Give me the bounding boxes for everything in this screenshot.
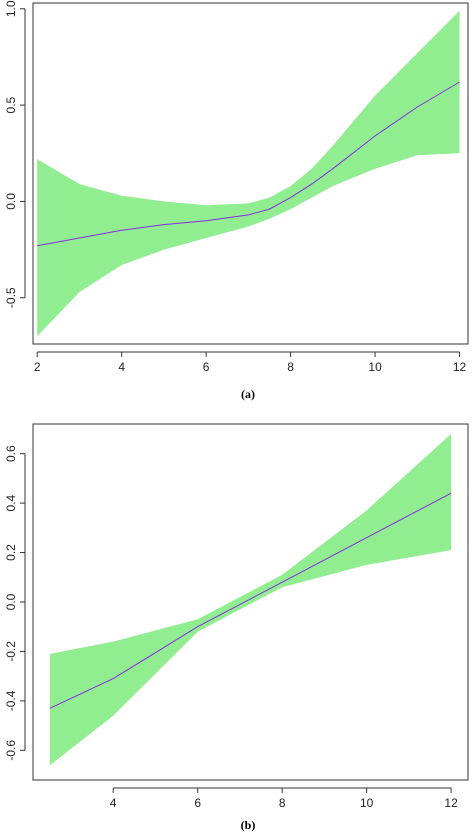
y-tick-label: -0.2: [4, 641, 18, 662]
x-tick-label: 10: [360, 796, 374, 810]
y-tick-label: 0.6: [4, 445, 18, 462]
y-tick-label: 0.4: [4, 494, 18, 511]
fit-line: [49, 492, 452, 709]
panel-label: (a): [241, 387, 255, 401]
confidence-band: [49, 433, 452, 766]
y-tick-label: 0.5: [4, 96, 18, 113]
y-tick-label: 0.0: [4, 593, 18, 610]
x-axis: 4 6 8 10 12: [110, 787, 458, 810]
x-tick-label: 8: [279, 796, 286, 810]
panel-b: 4 6 8 10 12 -0.6 -0.4 -0.2 0.0 0.2 0.4 0.6 (b): [4, 423, 469, 832]
x-tick-label: 6: [203, 360, 210, 374]
y-tick-label: 0.0: [4, 193, 18, 210]
panel-a: 2 4 6 8 10 12 -0.5 0.0 0.5 1.0 (a): [4, 0, 469, 401]
confidence-band: [37, 10, 460, 337]
x-tick-label: 10: [368, 360, 382, 374]
x-tick-label: 8: [287, 360, 294, 374]
x-tick-label: 2: [34, 360, 41, 374]
plot-frame: [32, 2, 469, 345]
x-tick-label: 6: [194, 796, 201, 810]
y-tick-label: -0.5: [4, 287, 18, 308]
x-tick-label: 12: [444, 796, 458, 810]
y-axis: -0.5 0.0 0.5 1.0: [4, 0, 26, 308]
x-axis: 2 4 6 8 10 12: [34, 351, 467, 374]
fit-line: [37, 81, 460, 247]
y-axis: -0.6 -0.4 -0.2 0.0 0.2 0.4 0.6: [4, 445, 26, 761]
y-tick-label: 1.0: [4, 0, 18, 17]
plot-frame: [32, 423, 469, 781]
x-tick-label: 4: [110, 796, 117, 810]
panel-label: (b): [241, 818, 256, 832]
y-tick-label: -0.6: [4, 740, 18, 761]
x-tick-label: 4: [118, 360, 125, 374]
y-tick-label: 0.2: [4, 544, 18, 561]
y-tick-label: -0.4: [4, 690, 18, 711]
x-tick-label: 12: [453, 360, 467, 374]
